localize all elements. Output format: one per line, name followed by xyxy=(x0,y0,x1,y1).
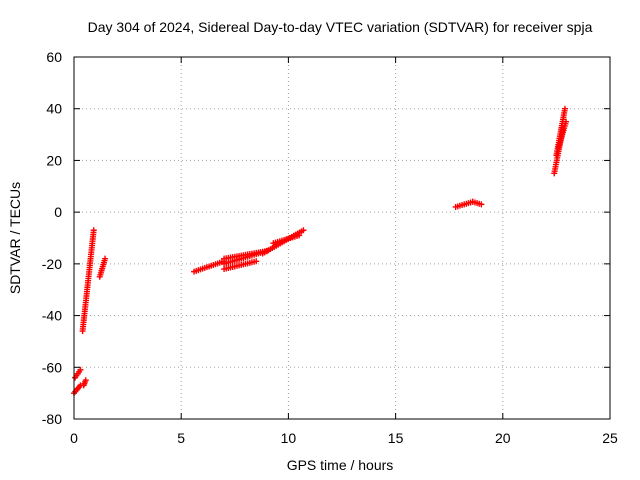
y-tick-label: -80 xyxy=(42,411,62,427)
data-point xyxy=(296,232,303,239)
x-tick-label: 15 xyxy=(388,430,404,446)
y-tick-label: -60 xyxy=(42,359,62,375)
y-tick-label: 20 xyxy=(46,152,62,168)
data-point xyxy=(300,227,307,234)
chart-title: Day 304 of 2024, Sidereal Day-to-day VTE… xyxy=(88,19,593,35)
y-tick-label: 0 xyxy=(54,204,62,220)
data-point xyxy=(102,255,109,262)
x-tick-label: 0 xyxy=(70,430,78,446)
data-point xyxy=(563,118,570,125)
data-point xyxy=(478,201,485,208)
plot-frame xyxy=(73,56,611,420)
y-tick-label: -40 xyxy=(42,308,62,324)
x-tick-label: 5 xyxy=(177,430,185,446)
data-point xyxy=(77,366,84,373)
x-tick-label: 10 xyxy=(281,430,297,446)
x-tick-label: 20 xyxy=(495,430,511,446)
x-axis-label: GPS time / hours xyxy=(287,457,394,473)
y-axis-label: SDTVAR / TECUs xyxy=(7,182,23,294)
y-tick-label: 60 xyxy=(46,49,62,65)
data-point xyxy=(561,105,568,112)
x-tick-label: 25 xyxy=(602,430,618,446)
axis-ticks: 0 5 10 15 20 25 -80 -60 -40 -20 0 20 40 60 xyxy=(42,49,618,446)
data-point xyxy=(90,227,97,234)
grid xyxy=(74,57,610,419)
y-tick-label: -20 xyxy=(42,256,62,272)
data-point xyxy=(82,377,89,384)
y-tick-label: 40 xyxy=(46,101,62,117)
data-point xyxy=(253,258,260,265)
data-points xyxy=(71,105,570,397)
